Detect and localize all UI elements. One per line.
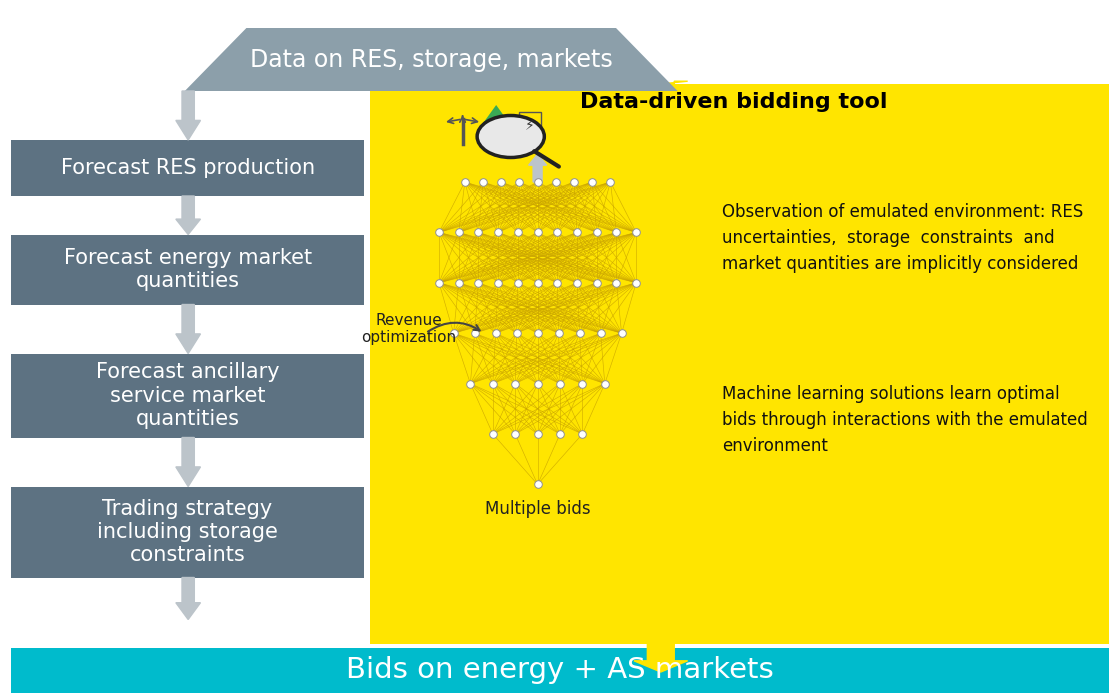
FancyBboxPatch shape	[11, 354, 364, 438]
Text: Observation of emulated environment: RES
uncertainties,  storage  constraints  a: Observation of emulated environment: RES…	[722, 203, 1084, 273]
Text: Trading strategy
including storage
constraints: Trading strategy including storage const…	[97, 499, 278, 565]
FancyArrow shape	[176, 196, 200, 235]
FancyBboxPatch shape	[519, 112, 541, 139]
Polygon shape	[185, 28, 678, 91]
FancyBboxPatch shape	[11, 234, 364, 304]
FancyBboxPatch shape	[370, 84, 1109, 644]
FancyArrow shape	[529, 154, 547, 182]
FancyArrow shape	[634, 81, 688, 91]
Text: Multiple bids: Multiple bids	[485, 500, 590, 519]
Text: Bids on energy + AS markets: Bids on energy + AS markets	[346, 657, 774, 685]
Polygon shape	[476, 105, 516, 133]
FancyBboxPatch shape	[11, 648, 1109, 693]
FancyArrow shape	[634, 644, 688, 672]
Text: Forecast RES production: Forecast RES production	[60, 158, 315, 178]
Text: Machine learning solutions learn optimal
bids through interactions with the emul: Machine learning solutions learn optimal…	[722, 385, 1089, 455]
Text: Forecast ancillary
service market
quantities: Forecast ancillary service market quanti…	[96, 363, 279, 428]
FancyArrow shape	[176, 438, 200, 486]
Text: ⚡: ⚡	[525, 119, 534, 133]
Text: Forecast energy market
quantities: Forecast energy market quantities	[64, 248, 311, 291]
FancyBboxPatch shape	[11, 486, 364, 578]
FancyArrow shape	[176, 304, 200, 354]
Circle shape	[477, 116, 544, 158]
FancyBboxPatch shape	[11, 140, 364, 196]
Text: Data-driven bidding tool: Data-driven bidding tool	[580, 92, 887, 112]
Text: Revenue
optimization: Revenue optimization	[362, 313, 456, 345]
FancyArrow shape	[176, 578, 200, 620]
FancyArrow shape	[176, 91, 200, 140]
Text: Data on RES, storage, markets: Data on RES, storage, markets	[250, 48, 613, 71]
